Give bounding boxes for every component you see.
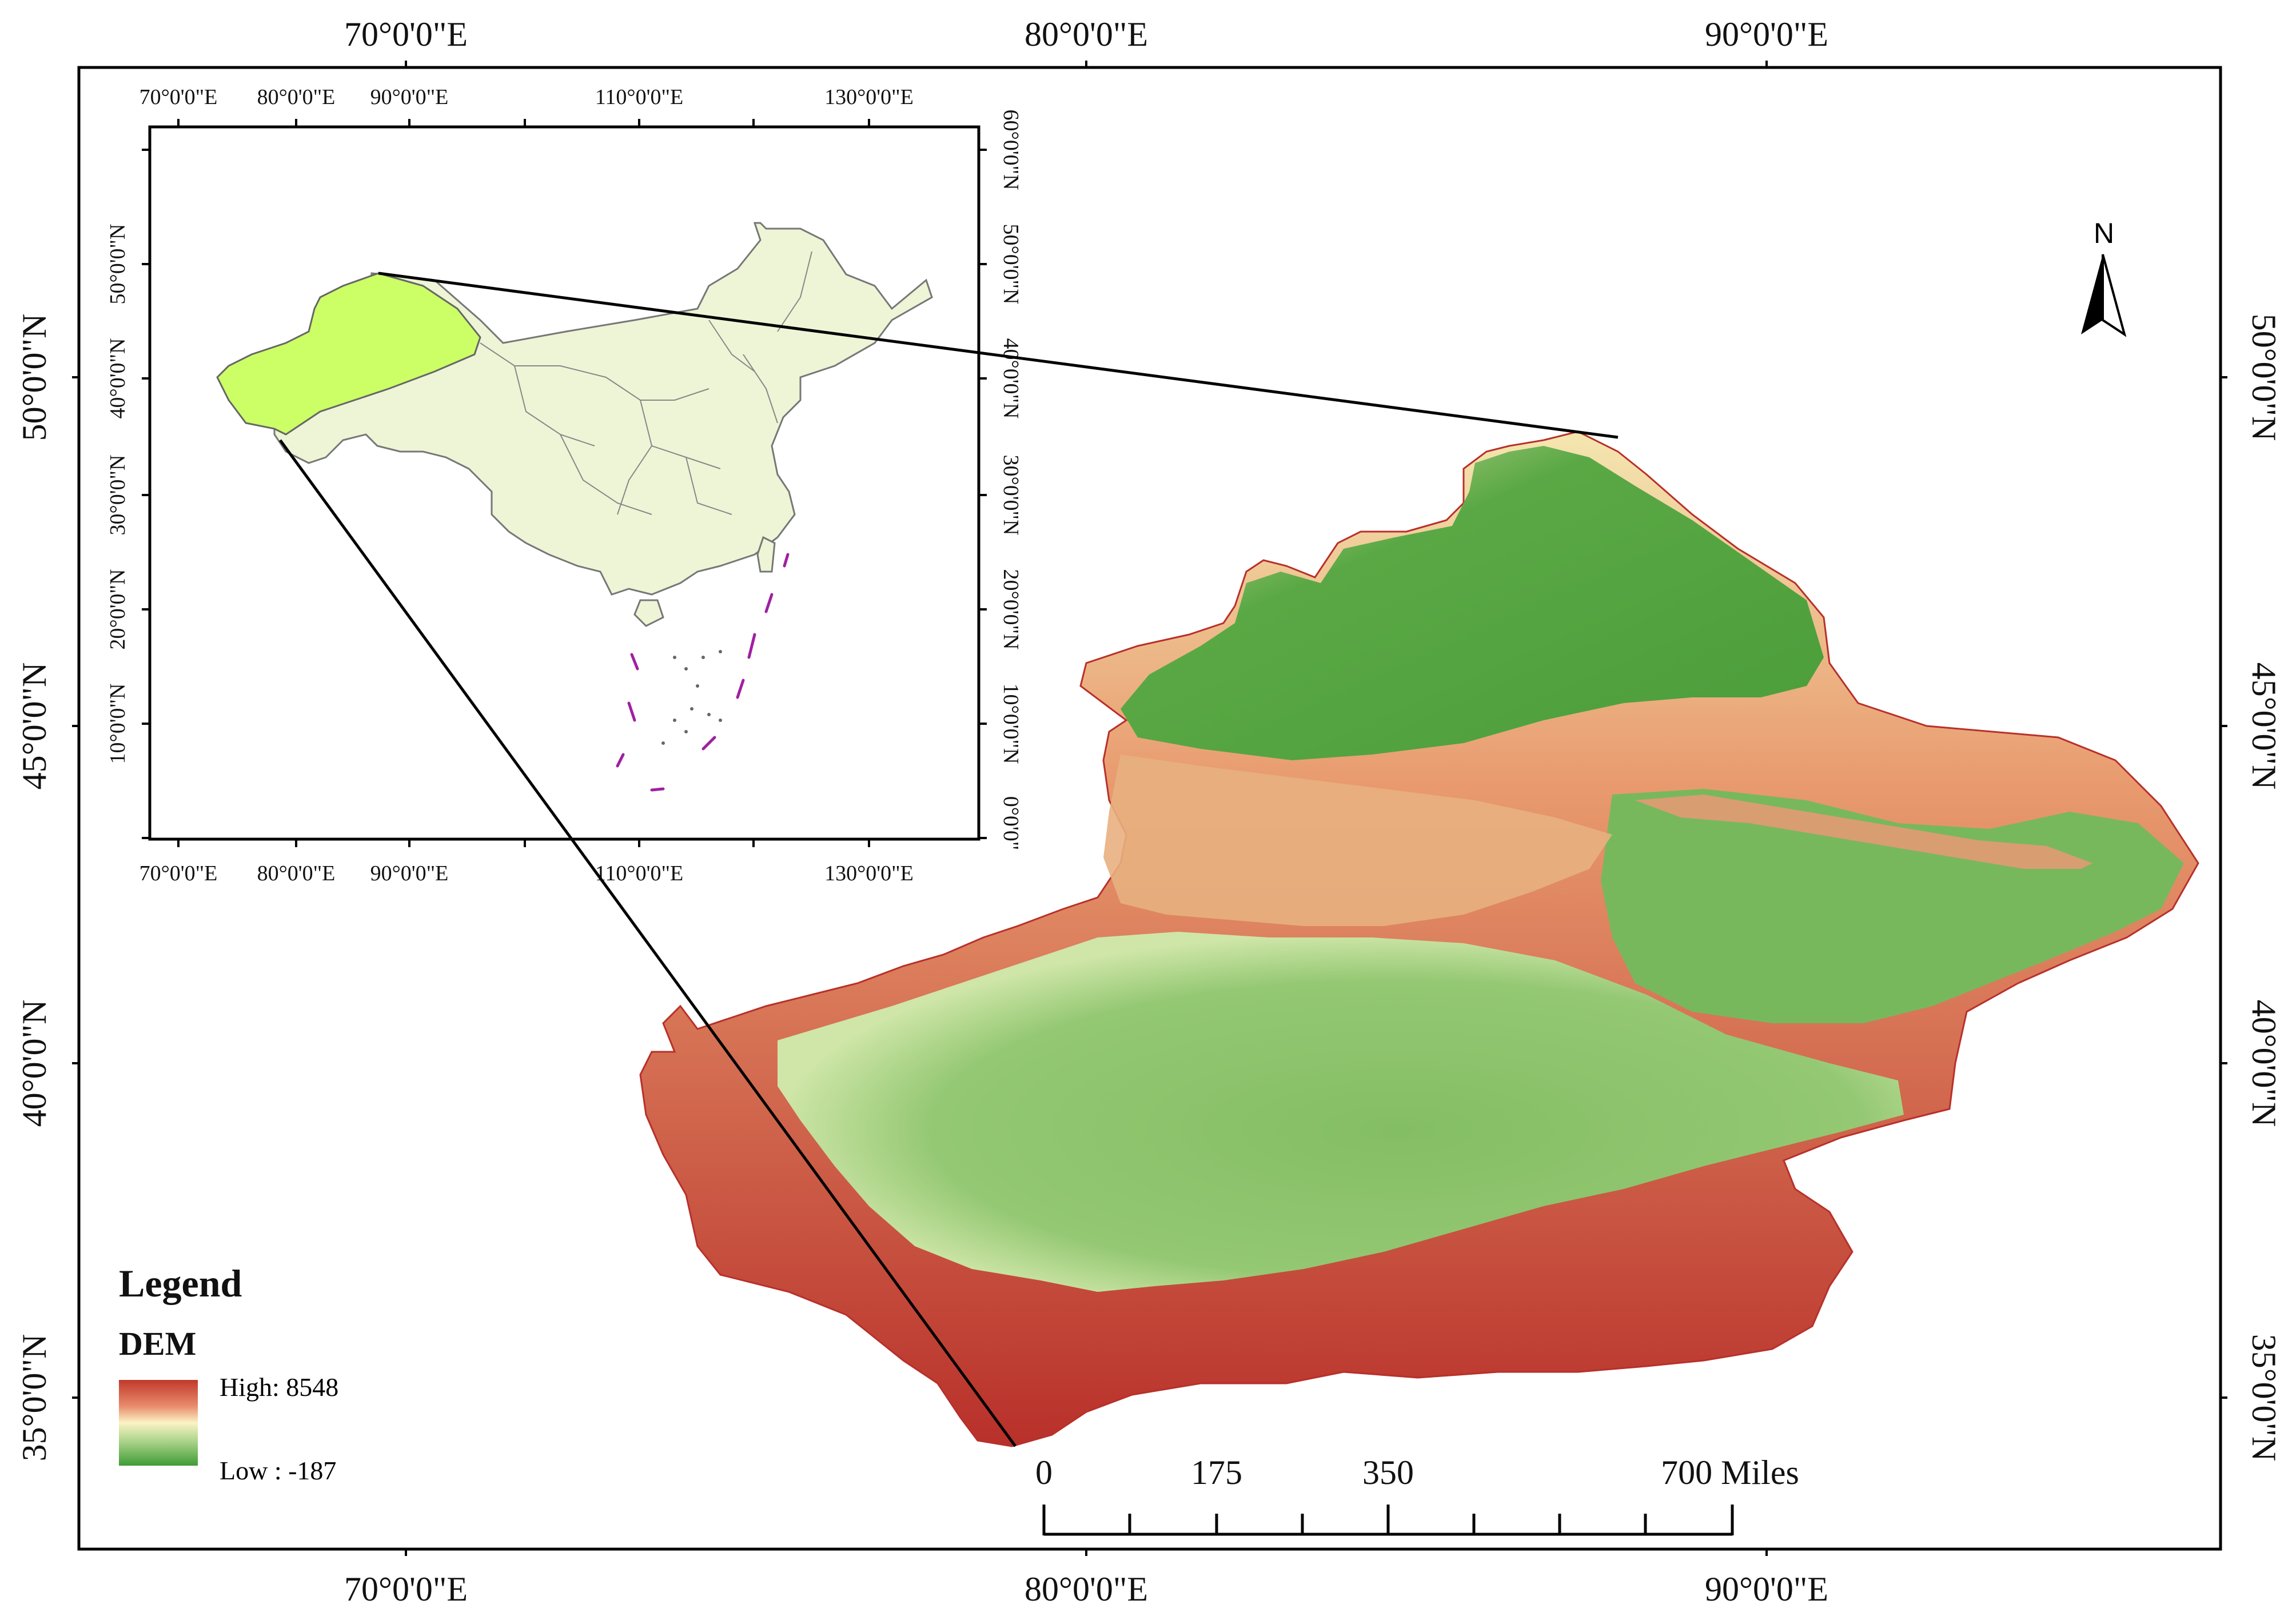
- legend-title: Legend: [119, 1262, 242, 1305]
- left-lat-label-45: 45°0'0"N: [15, 663, 53, 790]
- inset-top-lon-130: 130°0'0"E: [824, 85, 914, 109]
- left-lat-label-35: 35°0'0"N: [15, 1334, 53, 1462]
- inset-left-lat-40: 40°0'0"N: [106, 338, 130, 419]
- inset-right-lat-60: 60°0'0"N: [999, 110, 1023, 190]
- inset-left-lat-30: 30°0'0"N: [106, 455, 130, 536]
- inset-bottom-lon-70: 70°0'0"E: [139, 861, 218, 885]
- scs-islands: [661, 650, 722, 745]
- bottom-lon-label-70: 70°0'0"E: [344, 1570, 468, 1608]
- legend-layer-name: DEM: [119, 1325, 196, 1362]
- scale-label-175: 175: [1191, 1454, 1242, 1491]
- inset-ticks: [142, 119, 987, 847]
- inset-right-lat-50: 50°0'0"N: [999, 224, 1023, 305]
- hainan-island: [633, 599, 664, 627]
- top-lon-label-80: 80°0'0"E: [1025, 15, 1148, 53]
- right-lat-label-50: 50°0'0"N: [2245, 314, 2283, 441]
- inset-left-lat-50: 50°0'0"N: [106, 224, 130, 305]
- scale-label-350: 350: [1362, 1454, 1414, 1491]
- left-lat-label-50: 50°0'0"N: [15, 314, 53, 441]
- inset-bottom-lon-110: 110°0'0"E: [595, 861, 683, 885]
- connector-line-bottom: [278, 439, 1017, 1447]
- top-lon-label-90: 90°0'0"E: [1705, 15, 1828, 53]
- province-borders: [480, 251, 812, 515]
- tianshan-range: [1103, 755, 1612, 926]
- inset-bottom-lon-130: 130°0'0"E: [824, 861, 914, 885]
- scale-label-0: 0: [1035, 1454, 1053, 1491]
- inset-left-lat-20: 20°0'0"N: [106, 569, 130, 650]
- xinjiang-highlight: [216, 272, 481, 436]
- inset-top-lon-70: 70°0'0"E: [139, 85, 218, 109]
- north-arrow: N: [2081, 217, 2127, 337]
- inset-top-lon-80: 80°0'0"E: [257, 85, 336, 109]
- inset-left-lat-10: 10°0'0"N: [106, 684, 130, 764]
- bottom-lon-label-80: 80°0'0"E: [1025, 1570, 1148, 1608]
- connector-line-top: [378, 272, 1619, 439]
- inset-right-lat-0: 0°0'0": [999, 796, 1023, 851]
- right-lat-label-40: 40°0'0"N: [2245, 1000, 2283, 1127]
- inset-right-lat-20: 20°0'0"N: [999, 569, 1023, 650]
- scale-bar: 0 175 350 700 Miles: [1035, 1454, 1799, 1536]
- dzungaria-basin: [1121, 446, 1824, 760]
- inset-right-lat-10: 10°0'0"N: [999, 684, 1023, 764]
- top-lon-label-70: 70°0'0"E: [344, 15, 468, 53]
- inset-right-lat-40: 40°0'0"N: [999, 338, 1023, 419]
- legend-low-label: Low : -187: [220, 1456, 336, 1485]
- nine-dash-line: [616, 553, 790, 792]
- inset-right-lat-30: 30°0'0"N: [999, 455, 1023, 536]
- legend-high-label: High: 8548: [220, 1372, 338, 1402]
- tarim-basin: [778, 932, 1904, 1292]
- inset-bottom-lon-90: 90°0'0"E: [370, 861, 449, 885]
- inset-bottom-lon-80: 80°0'0"E: [257, 861, 336, 885]
- legend: Legend DEM High: 8548 Low : -187: [119, 1262, 338, 1485]
- inset-china-map: [216, 222, 933, 792]
- main-frame-ticks: [72, 61, 2227, 1556]
- scale-label-700: 700 Miles: [1661, 1454, 1799, 1491]
- taiwan-island: [756, 536, 776, 573]
- bottom-lon-label-90: 90°0'0"E: [1705, 1570, 1828, 1608]
- inset-top-lon-90: 90°0'0"E: [370, 85, 449, 109]
- legend-ramp: [119, 1380, 198, 1466]
- right-lat-label-45: 45°0'0"N: [2245, 663, 2283, 790]
- inset-top-lon-110: 110°0'0"E: [595, 85, 683, 109]
- dem-region: [639, 430, 2199, 1447]
- right-lat-label-35: 35°0'0"N: [2245, 1334, 2283, 1462]
- north-arrow-icon: [2081, 254, 2103, 334]
- left-lat-label-40: 40°0'0"N: [15, 1000, 53, 1127]
- bogda-range: [1635, 795, 2092, 869]
- north-arrow-label: N: [2094, 217, 2114, 249]
